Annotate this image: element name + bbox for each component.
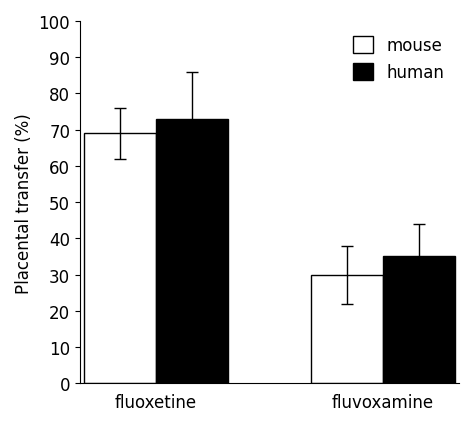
Bar: [84, 134, 156, 383]
Legend: mouse, human: mouse, human: [346, 30, 451, 88]
Y-axis label: Placental transfer (%): Placental transfer (%): [15, 112, 33, 293]
Bar: [311, 275, 383, 383]
Bar: [156, 120, 228, 383]
Bar: [383, 257, 455, 383]
